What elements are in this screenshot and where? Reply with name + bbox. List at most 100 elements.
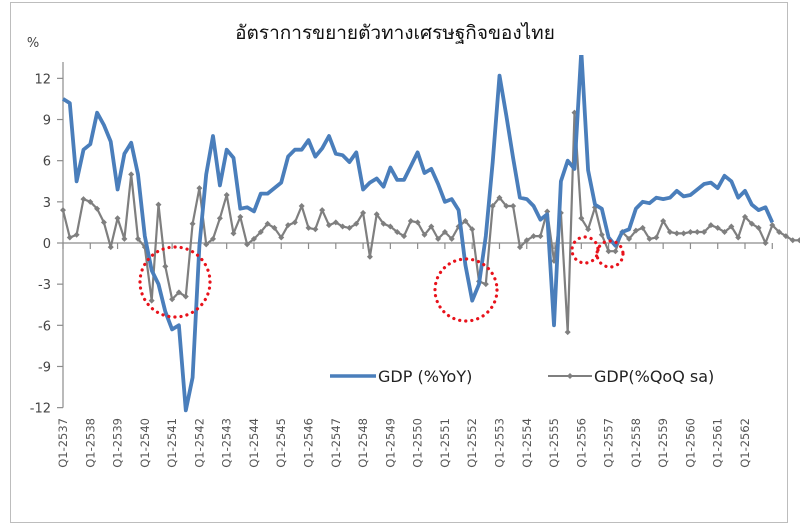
series-marker-qoq <box>578 215 585 222</box>
x-tick-label: Q1-2550 <box>411 418 425 468</box>
series-marker-qoq <box>169 296 176 303</box>
series-marker-qoq <box>162 263 169 270</box>
highlight-circle <box>138 245 212 319</box>
series-marker-qoq <box>564 329 571 336</box>
series-marker-qoq <box>387 223 394 230</box>
series-marker-qoq <box>462 218 469 225</box>
y-axis-unit-label: % <box>27 36 39 51</box>
x-tick-label: Q1-2551 <box>438 418 452 468</box>
series-marker-qoq <box>687 229 694 236</box>
series-marker-qoq <box>796 237 800 244</box>
series-marker-qoq <box>680 230 687 237</box>
series-marker-qoq <box>298 202 305 209</box>
series-marker-qoq <box>653 234 660 241</box>
series-layer <box>60 55 800 413</box>
series-marker-qoq <box>189 220 196 227</box>
series-marker-qoq <box>66 234 73 241</box>
series-marker-qoq <box>755 224 762 231</box>
series-marker-qoq <box>366 253 373 260</box>
series-marker-qoq <box>394 229 401 236</box>
series-marker-qoq <box>325 222 332 229</box>
series-marker-qoq <box>148 297 155 304</box>
series-marker-qoq <box>210 235 217 242</box>
x-tick-label: Q1-2558 <box>629 418 643 468</box>
series-marker-qoq <box>414 219 421 226</box>
series-marker-qoq <box>237 213 244 220</box>
x-tick-label: Q1-2538 <box>83 418 97 468</box>
series-line-yoy <box>62 55 775 413</box>
x-tick-label: Q1-2557 <box>602 418 616 468</box>
series-marker-qoq <box>666 229 673 236</box>
x-tick-label: Q1-2553 <box>492 418 506 468</box>
series-marker-qoq <box>107 244 114 251</box>
x-tick-label: Q1-2555 <box>547 418 561 468</box>
series-marker-qoq <box>216 215 223 222</box>
series-marker-qoq <box>482 281 489 288</box>
series-marker-qoq <box>646 235 653 242</box>
highlight-circle <box>433 257 499 323</box>
x-tick-label: Q1-2559 <box>656 418 670 468</box>
series-marker-qoq <box>73 231 80 238</box>
series-marker-qoq <box>257 229 264 236</box>
series-marker-qoq <box>789 237 796 244</box>
series-marker-qoq <box>175 289 182 296</box>
series-marker-qoq <box>762 240 769 246</box>
series-marker-qoq <box>632 227 639 234</box>
highlight-circle <box>595 239 625 269</box>
series-marker-qoq <box>223 191 230 198</box>
chart-title: อัตราการขยายตัวทางเศรษฐกิจของไทย <box>235 22 555 44</box>
x-tick-label: Q1-2544 <box>247 418 261 468</box>
series-marker-qoq <box>94 205 101 212</box>
x-tick-label: Q1-2540 <box>138 418 152 468</box>
series-marker-qoq <box>530 233 537 240</box>
series-marker-qoq <box>291 219 298 226</box>
chart-legend: GDP (%YoY) GDP(%QoQ sa) <box>330 367 714 386</box>
series-marker-qoq <box>278 234 285 241</box>
series-marker-qoq <box>660 218 667 225</box>
series-marker-qoq <box>360 209 367 216</box>
series-marker-qoq <box>353 220 360 227</box>
series-marker-qoq <box>469 226 476 233</box>
y-tick-label: -12 <box>30 402 51 417</box>
legend-label-qoq: GDP(%QoQ sa) <box>594 367 714 386</box>
series-marker-qoq <box>264 220 271 227</box>
y-tick-label: 12 <box>34 72 51 87</box>
x-tick-label: Q1-2546 <box>302 418 316 468</box>
series-marker-qoq <box>305 224 312 231</box>
series-marker-qoq <box>128 171 135 178</box>
series-marker-qoq <box>496 194 503 201</box>
x-tick-label: Q1-2562 <box>738 418 752 468</box>
highlight-circle <box>570 235 600 265</box>
x-tick-label: Q1-2542 <box>192 418 206 468</box>
series-marker-qoq <box>421 231 428 238</box>
y-tick-label: -6 <box>38 319 51 334</box>
series-marker-qoq <box>346 224 353 231</box>
y-tick-label: 6 <box>43 155 51 170</box>
y-tick-label: -3 <box>38 278 51 293</box>
series-marker-qoq <box>196 185 203 192</box>
y-tick-label: 9 <box>43 114 51 129</box>
series-marker-qoq <box>285 222 292 229</box>
series-marker-qoq <box>319 207 326 214</box>
series-marker-qoq <box>714 224 721 231</box>
series-marker-qoq <box>250 235 257 242</box>
series-marker-qoq <box>271 224 278 231</box>
series-marker-qoq <box>489 202 496 209</box>
series-marker-qoq <box>742 213 748 220</box>
series-marker-qoq <box>435 235 442 242</box>
series-marker-qoq <box>748 220 755 227</box>
series-marker-qoq <box>516 244 523 251</box>
series-marker-qoq <box>503 202 510 209</box>
series-marker-qoq <box>769 222 776 229</box>
series-marker-qoq <box>332 219 339 226</box>
x-tick-label: Q1-2556 <box>574 418 588 468</box>
x-tick-label: Q1-2543 <box>220 418 234 468</box>
series-marker-qoq <box>782 233 789 240</box>
x-tick-label: Q1-2537 <box>56 418 70 468</box>
series-marker-qoq <box>407 218 414 225</box>
x-tick-label: Q1-2560 <box>683 418 697 468</box>
y-axis: 12 9 6 3 0 -3 -6 -9 -12 <box>30 62 64 417</box>
series-marker-qoq <box>441 229 448 236</box>
x-axis: Q1-2537 Q1-2538 Q1-2539 Q1-2540 Q1-2541 Q1-25… <box>56 242 773 468</box>
